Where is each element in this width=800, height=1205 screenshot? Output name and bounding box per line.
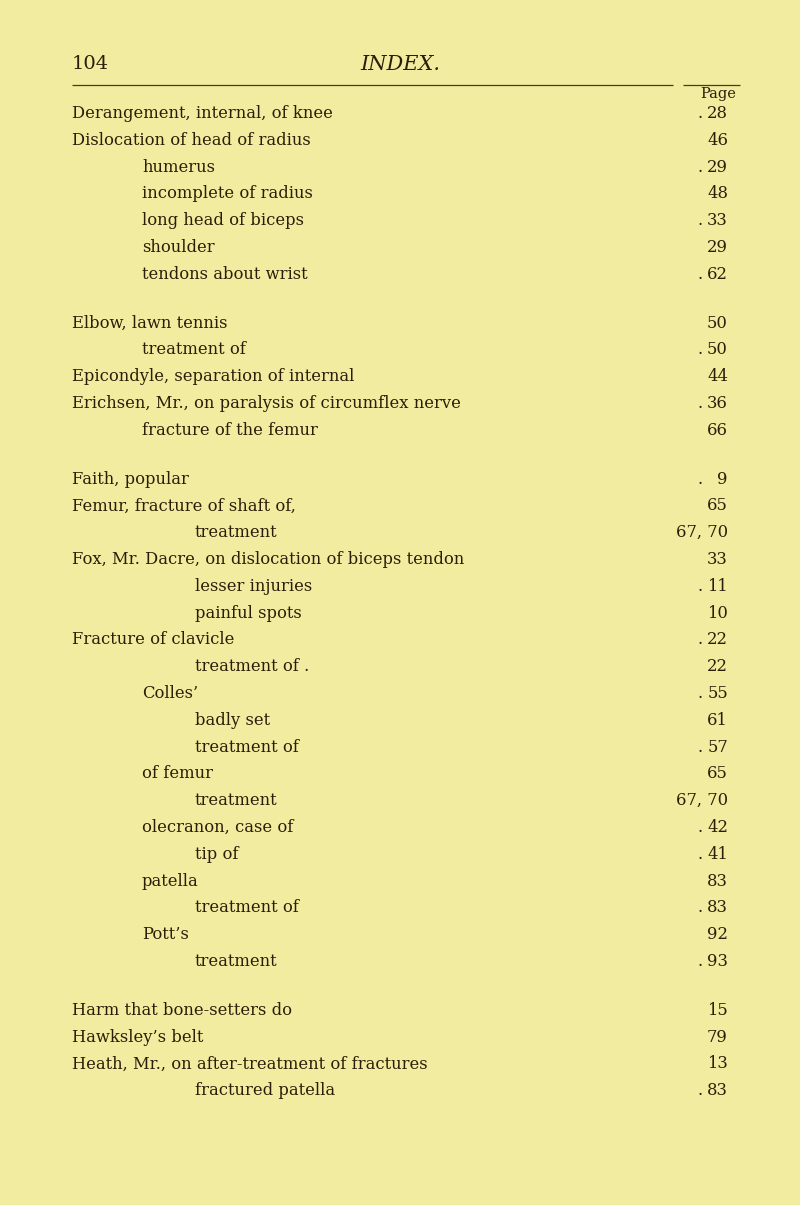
Text: 44: 44 [707,369,728,386]
Text: treatment of: treatment of [195,899,299,916]
Text: 79: 79 [707,1029,728,1046]
Text: Faith, popular: Faith, popular [72,471,189,488]
Text: 55: 55 [707,684,728,703]
Text: 36: 36 [707,395,728,412]
Text: 83: 83 [707,1082,728,1099]
Text: Fox, Mr. Dacre, on dislocation of biceps tendon: Fox, Mr. Dacre, on dislocation of biceps… [72,551,464,568]
Text: treatment: treatment [195,953,278,970]
Text: .: . [698,395,702,412]
Text: 48: 48 [707,186,728,202]
Text: 29: 29 [707,239,728,255]
Text: 22: 22 [707,631,728,648]
Text: Fracture of clavicle: Fracture of clavicle [72,631,234,648]
Text: 83: 83 [707,872,728,889]
Text: Pott’s: Pott’s [142,927,189,944]
Text: .: . [698,212,702,229]
Text: .: . [698,578,702,595]
Text: fractured patella: fractured patella [195,1082,335,1099]
Text: treatment of .: treatment of . [195,658,310,675]
Text: .: . [698,846,702,863]
Text: 104: 104 [72,55,109,74]
Text: Derangement, internal, of knee: Derangement, internal, of knee [72,105,333,122]
Text: Harm that bone-setters do: Harm that bone-setters do [72,1001,292,1018]
Text: treatment of: treatment of [142,341,246,358]
Text: 50: 50 [707,315,728,331]
Text: .: . [698,953,702,970]
Text: 33: 33 [707,212,728,229]
Text: .: . [698,471,702,488]
Text: .: . [698,819,702,836]
Text: treatment: treatment [195,524,278,541]
Text: long head of biceps: long head of biceps [142,212,304,229]
Text: treatment: treatment [195,792,278,810]
Text: 50: 50 [707,341,728,358]
Text: INDEX.: INDEX. [360,55,440,74]
Text: lesser injuries: lesser injuries [195,578,312,595]
Text: shoulder: shoulder [142,239,214,255]
Text: Heath, Mr., on after-treatment of fractures: Heath, Mr., on after-treatment of fractu… [72,1056,428,1072]
Text: .: . [698,684,702,703]
Text: painful spots: painful spots [195,605,302,622]
Text: 42: 42 [707,819,728,836]
Text: 65: 65 [707,765,728,782]
Text: 15: 15 [707,1001,728,1018]
Text: 67, 70: 67, 70 [676,524,728,541]
Text: badly set: badly set [195,712,270,729]
Text: .: . [698,266,702,283]
Text: .: . [698,739,702,756]
Text: 62: 62 [707,266,728,283]
Text: incomplete of radius: incomplete of radius [142,186,313,202]
Text: tip of: tip of [195,846,238,863]
Text: 61: 61 [707,712,728,729]
Text: Epicondyle, separation of internal: Epicondyle, separation of internal [72,369,354,386]
Text: 92: 92 [707,927,728,944]
Text: 13: 13 [707,1056,728,1072]
Text: treatment of: treatment of [195,739,299,756]
Text: .: . [698,159,702,176]
Text: .: . [698,1082,702,1099]
Text: Page: Page [700,87,736,101]
Text: Femur, fracture of shaft of,: Femur, fracture of shaft of, [72,498,296,515]
Text: Hawksley’s belt: Hawksley’s belt [72,1029,203,1046]
Text: 22: 22 [707,658,728,675]
Text: Erichsen, Mr., on paralysis of circumflex nerve: Erichsen, Mr., on paralysis of circumfle… [72,395,461,412]
Text: humerus: humerus [142,159,215,176]
Text: 65: 65 [707,498,728,515]
Text: 67, 70: 67, 70 [676,792,728,810]
Text: .: . [698,105,702,122]
Text: of femur: of femur [142,765,213,782]
Text: 46: 46 [707,131,728,148]
Text: 11: 11 [707,578,728,595]
Text: .: . [698,341,702,358]
Text: Colles’: Colles’ [142,684,198,703]
Text: 9: 9 [718,471,728,488]
Text: tendons about wrist: tendons about wrist [142,266,308,283]
Text: .: . [698,899,702,916]
Text: 83: 83 [707,899,728,916]
Text: 10: 10 [707,605,728,622]
Text: 57: 57 [707,739,728,756]
Text: 33: 33 [707,551,728,568]
Text: .: . [698,631,702,648]
Text: 29: 29 [707,159,728,176]
Text: 93: 93 [707,953,728,970]
Text: 28: 28 [707,105,728,122]
Text: olecranon, case of: olecranon, case of [142,819,294,836]
Text: Elbow, lawn tennis: Elbow, lawn tennis [72,315,227,331]
Text: 41: 41 [707,846,728,863]
Text: Dislocation of head of radius: Dislocation of head of radius [72,131,310,148]
Text: patella: patella [142,872,198,889]
Text: 66: 66 [707,422,728,439]
Text: fracture of the femur: fracture of the femur [142,422,318,439]
